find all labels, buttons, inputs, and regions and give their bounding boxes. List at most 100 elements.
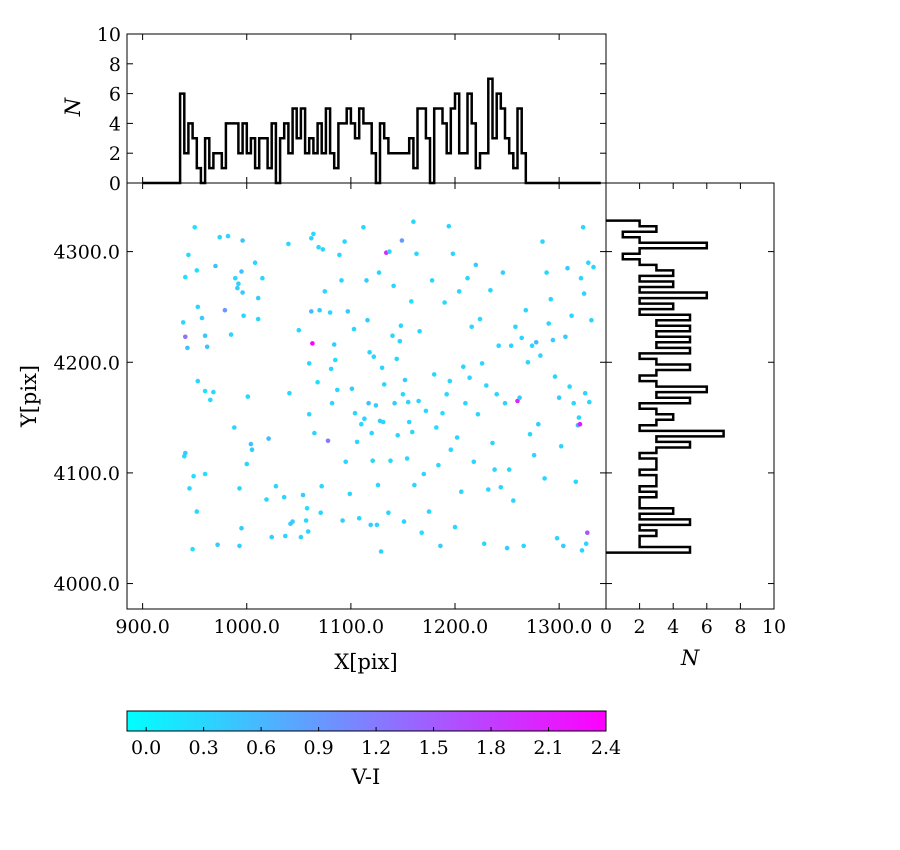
scatter-point xyxy=(208,397,213,403)
scatter-point xyxy=(379,365,385,371)
scatter-point xyxy=(401,519,407,524)
scatter-point xyxy=(542,476,547,481)
scatter-point xyxy=(421,471,427,477)
colorbar: 0.0 0.3 0.6 0.9 1.2 1.5 1.8 2.1 2.4 V-I xyxy=(126,710,621,789)
scatter-point xyxy=(448,447,454,453)
scatter-point xyxy=(237,543,242,549)
scatter-point xyxy=(589,317,594,323)
scatter-point xyxy=(554,535,560,541)
scatter-point xyxy=(296,327,302,333)
scatter-point xyxy=(264,497,269,502)
scatter-point xyxy=(410,429,415,435)
y-tick-label: 4300.0 xyxy=(54,242,120,264)
colorbar-label: V-I xyxy=(351,765,381,789)
scatter-point xyxy=(345,309,351,314)
scatter-point xyxy=(325,438,331,444)
top-y-tick-label: 4 xyxy=(109,113,121,135)
scatter-point xyxy=(456,289,462,294)
scatter-point xyxy=(417,329,422,334)
top-histogram-y-axis: 0 2 4 6 8 10 xyxy=(97,24,606,195)
scatter-point xyxy=(409,299,414,304)
scatter-point xyxy=(228,332,234,337)
scatter-point xyxy=(490,440,495,446)
scatter-point xyxy=(281,494,287,500)
scatter-point xyxy=(300,492,306,498)
scatter-point xyxy=(183,274,188,280)
scatter-point xyxy=(183,450,188,456)
scatter-point xyxy=(273,483,279,489)
top-y-tick-label: 8 xyxy=(109,54,121,76)
scatter-point xyxy=(378,549,384,554)
scatter-point xyxy=(556,395,562,401)
scatter-point xyxy=(387,249,392,254)
scatter-point xyxy=(426,509,432,514)
scatter-point xyxy=(388,458,393,464)
scatter-point xyxy=(411,219,416,224)
scatter-point xyxy=(529,343,535,349)
scatter-point xyxy=(558,444,564,449)
scatter-point xyxy=(414,251,419,257)
scatter-point xyxy=(244,461,250,467)
right-histogram-frame xyxy=(605,182,775,610)
scatter-point xyxy=(391,283,396,289)
right-histogram-xlabel: N xyxy=(680,646,700,670)
scatter-point xyxy=(361,225,366,230)
scatter-point xyxy=(400,392,406,397)
scatter-point xyxy=(309,236,314,241)
scatter-point xyxy=(519,335,524,341)
scatter-point xyxy=(587,399,592,405)
scatter-point xyxy=(454,435,460,440)
scatter-point xyxy=(180,320,186,325)
scatter-point xyxy=(309,309,314,314)
colorbar-tick-label: 1.8 xyxy=(476,737,506,759)
scatter-point xyxy=(194,268,200,273)
scatter-point xyxy=(367,350,372,355)
scatter-point xyxy=(303,518,309,523)
scatter-point xyxy=(185,345,190,351)
scatter-y-axis: 4000.0 4100.0 4200.0 4300.0 xyxy=(54,242,606,596)
scatter-point xyxy=(290,519,295,524)
scatter-point xyxy=(436,462,441,468)
scatter-point xyxy=(419,530,425,535)
colorbar-tick-label: 2.1 xyxy=(533,737,563,759)
scatter-point xyxy=(582,390,588,396)
scatter-point xyxy=(260,275,265,281)
scatter-point xyxy=(578,275,584,281)
scatter-point xyxy=(195,304,201,310)
scatter-point xyxy=(469,324,475,330)
scatter-point xyxy=(240,238,245,243)
scatter-point xyxy=(192,225,197,230)
scatter-point xyxy=(395,433,401,438)
scatter-point xyxy=(316,244,321,250)
scatter-point xyxy=(213,263,218,269)
scatter-point xyxy=(381,382,387,387)
right-x-tick-label: 10 xyxy=(762,616,786,638)
scatter-point xyxy=(347,491,353,497)
scatter-point xyxy=(446,223,452,229)
scatter-frame xyxy=(126,182,607,610)
scatter-point xyxy=(237,486,242,491)
scatter-point xyxy=(343,459,349,465)
scatter-point xyxy=(215,542,220,548)
scatter-point xyxy=(506,467,512,472)
scatter-point xyxy=(249,447,255,453)
scatter-point xyxy=(239,269,244,274)
scatter-point xyxy=(444,392,450,397)
scatter-point xyxy=(304,506,310,511)
scatter-point xyxy=(241,313,246,319)
scatter-ylabel: Y[pix] xyxy=(17,365,41,428)
scatter-point xyxy=(333,357,338,363)
scatter-point xyxy=(465,275,470,281)
scatter-point xyxy=(481,541,487,546)
x-tick-label: 1000.0 xyxy=(214,616,280,638)
scatter-point xyxy=(217,234,222,240)
right-x-tick-label: 8 xyxy=(734,616,746,638)
scatter-point xyxy=(423,408,429,414)
scatter-point xyxy=(356,516,362,521)
scatter-points xyxy=(180,219,596,554)
right-x-tick-label: 6 xyxy=(701,616,713,638)
y-tick-label: 4200.0 xyxy=(54,352,120,374)
colorbar-axis: 0.0 0.3 0.6 0.9 1.2 1.5 1.8 2.1 2.4 xyxy=(131,727,621,759)
scatter-point xyxy=(540,239,545,244)
scatter-point xyxy=(373,403,379,408)
